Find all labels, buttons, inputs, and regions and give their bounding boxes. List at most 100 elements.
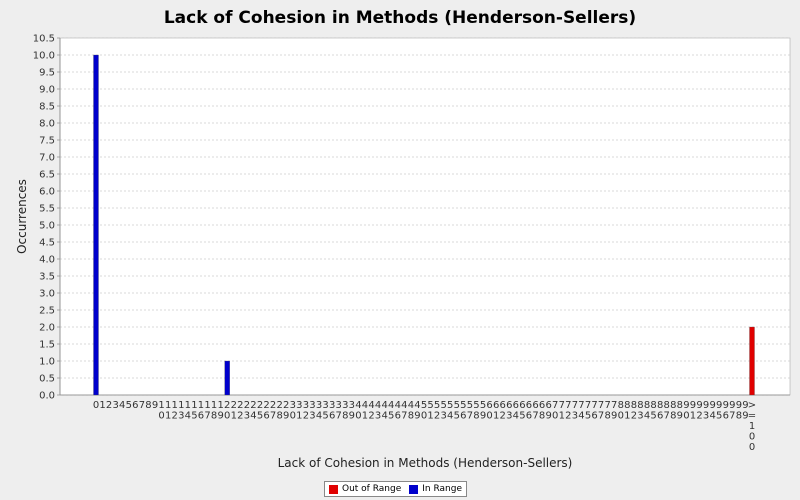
legend-label-in-range: In Range xyxy=(422,484,462,494)
y-tick-label: 2.5 xyxy=(39,306,55,317)
y-tick-label: 1.0 xyxy=(39,357,55,368)
x-tick-label: > = 1 0 0 xyxy=(748,400,756,453)
x-tick-label: 6 xyxy=(132,400,138,411)
y-tick-label: 10.5 xyxy=(33,34,55,45)
bar-in-range xyxy=(93,54,99,396)
y-tick-label: 8.5 xyxy=(39,102,55,113)
x-tick-label: 3 xyxy=(112,400,118,411)
legend-label-out-of-range: Out of Range xyxy=(342,484,402,494)
bar-in-range xyxy=(224,360,230,396)
y-tick-label: 1.5 xyxy=(39,340,55,351)
y-tick-label: 5.0 xyxy=(39,221,55,232)
bar-out-of-range xyxy=(749,326,755,396)
chart-title: Lack of Cohesion in Methods (Henderson-S… xyxy=(163,8,637,28)
y-tick-label: 3.5 xyxy=(39,272,55,283)
y-tick-label: 2.0 xyxy=(39,323,55,334)
y-tick-label: 7.5 xyxy=(39,136,55,147)
y-axis-label: Occurrences xyxy=(15,179,29,254)
legend-swatch-in-range xyxy=(409,484,419,494)
x-tick-label: 8 xyxy=(145,400,151,411)
y-tick-label: 7.0 xyxy=(39,153,55,164)
legend: Out of Range In Range xyxy=(324,481,467,497)
y-tick-label: 8.0 xyxy=(39,119,55,130)
x-tick-label: 9 xyxy=(152,400,158,411)
x-tick-label: 7 xyxy=(139,400,145,411)
y-tick-label: 6.5 xyxy=(39,170,55,181)
y-tick-label: 4.5 xyxy=(39,238,55,249)
legend-swatch-out-of-range xyxy=(329,484,338,494)
plot-area xyxy=(59,37,791,396)
y-tick-label: 3.0 xyxy=(39,289,55,300)
x-tick-label: 4 xyxy=(119,400,125,411)
y-tick-label: 0.5 xyxy=(39,374,55,385)
x-tick-label: 5 xyxy=(126,400,132,411)
